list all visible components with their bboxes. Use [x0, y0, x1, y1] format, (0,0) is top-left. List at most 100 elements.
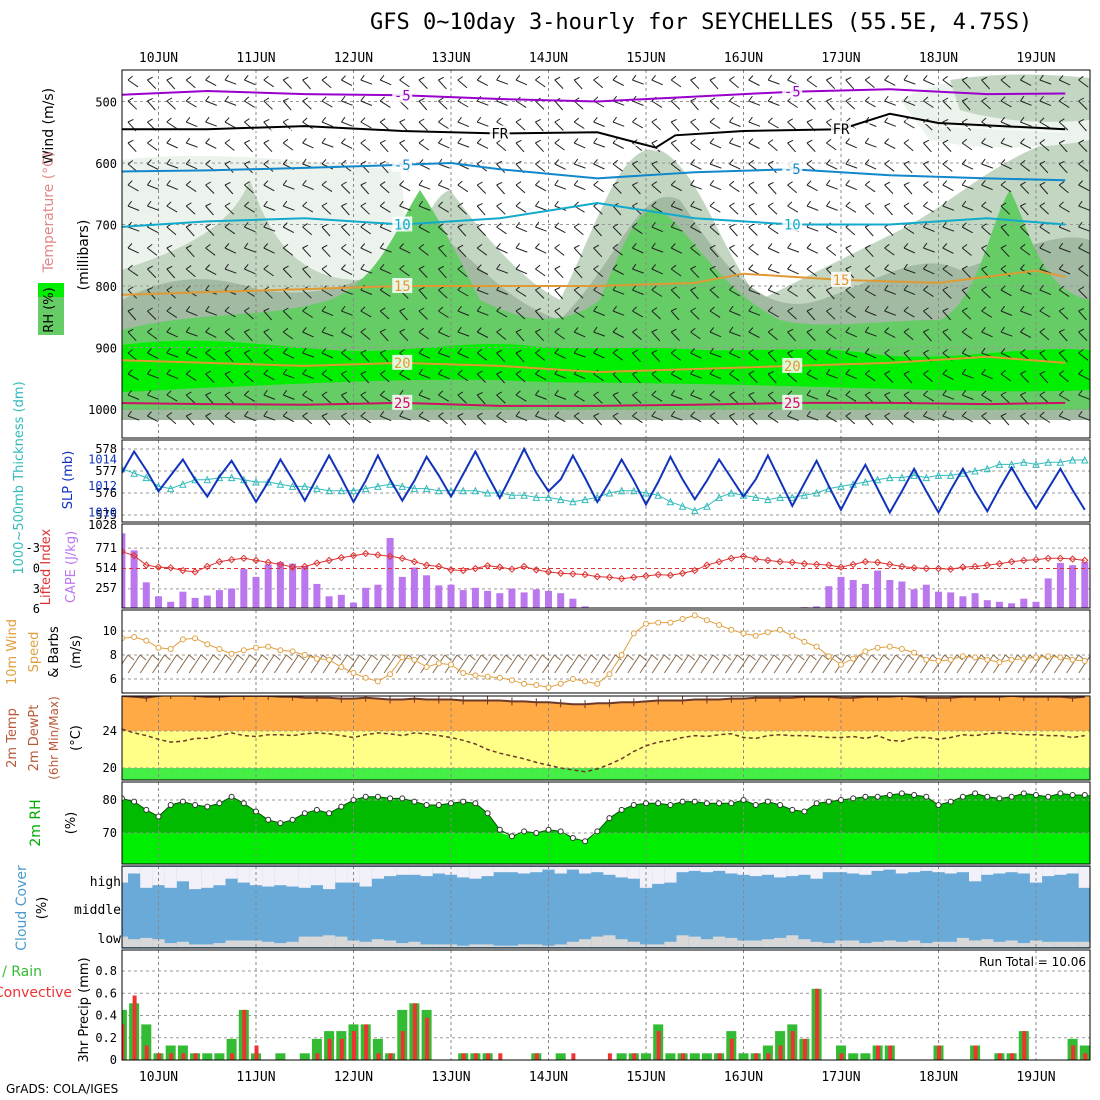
- wind-barb: [709, 226, 720, 236]
- cloud-low-cell: [591, 936, 604, 947]
- wind-barb: [884, 310, 896, 316]
- wind-barb-flag: [263, 369, 269, 375]
- wind-barb: [283, 373, 295, 379]
- wind-barb-flag: [263, 349, 269, 354]
- rh-point: [338, 803, 345, 810]
- precip-convective-bar: [632, 1053, 637, 1060]
- wind-barb: [263, 373, 275, 381]
- wind-barb: [185, 163, 198, 170]
- wind-barb-flag: [341, 243, 347, 249]
- wind-barb-flag: [127, 139, 134, 144]
- wind-barb: [360, 121, 372, 129]
- isotherm-line: [122, 112, 1066, 149]
- wind-barb-flag: [244, 349, 251, 354]
- wind-barb-flag: [496, 243, 501, 249]
- wind-barb-flag: [438, 412, 444, 417]
- wind-barb: [729, 121, 741, 127]
- wind-barb: [1020, 79, 1032, 86]
- rh-point: [435, 802, 442, 808]
- lifted-index-axis-label: Lifted Index: [39, 528, 54, 605]
- wind-barb-flag: [787, 264, 792, 270]
- wind-barb-flag: [903, 370, 910, 375]
- wind-barb-flag: [806, 328, 813, 333]
- wind-barb-flag: [942, 389, 947, 396]
- wind-barb: [263, 100, 273, 110]
- wind-barb: [554, 226, 566, 234]
- wind-barb: [476, 247, 488, 256]
- wind-barb-flag: [845, 390, 851, 396]
- wind-barb-flag: [224, 243, 230, 249]
- wind-barb: [806, 352, 817, 361]
- cloud-high-cell: [493, 867, 506, 873]
- wind-barb: [729, 352, 741, 359]
- wind-barb: [961, 163, 974, 170]
- thickness-point: [934, 471, 943, 479]
- wind-barb-flag: [573, 223, 580, 228]
- cloud-low-cell: [652, 944, 665, 947]
- precip-convective-bar: [425, 1017, 430, 1060]
- wind-speed-point: [350, 670, 357, 676]
- wind-barb-flag: [166, 244, 173, 249]
- wind-barb: [147, 79, 157, 89]
- lifted-index-point: [301, 562, 309, 571]
- wind-barb-flag: [1058, 307, 1065, 312]
- y-tick-label: 70: [103, 826, 117, 840]
- wind-barb-flag: [379, 201, 385, 207]
- wind-barb-flag: [457, 76, 463, 81]
- x-tick-label-top: 14JUN: [529, 51, 568, 66]
- stability-plot: [122, 524, 1090, 608]
- wind-barb: [845, 163, 858, 169]
- wind-speed-line: [122, 614, 1085, 688]
- thickness-point: [313, 484, 321, 493]
- wind-barb: [224, 142, 235, 151]
- wind-barb: [185, 352, 198, 359]
- wind-barb: [767, 142, 778, 152]
- wind-barb: [651, 226, 664, 233]
- wind-barb-flag: [612, 116, 617, 123]
- lifted-index-point: [1081, 556, 1089, 565]
- wind-barb-flag: [864, 137, 870, 144]
- wind-barb: [438, 373, 450, 380]
- temp-axis-label-4: (°C): [69, 725, 84, 751]
- wind-barb-flag: [1039, 391, 1046, 396]
- x-tick-label-top: 19JUN: [1016, 51, 1055, 66]
- wind-barb: [1020, 121, 1032, 127]
- wind-barb-flag: [438, 97, 444, 102]
- y-tick-label: 0.4: [95, 1009, 117, 1023]
- wind-barb-flag: [1020, 264, 1025, 270]
- wind-barb: [127, 268, 139, 277]
- wind-speed-point: [253, 644, 259, 651]
- wind-barb: [535, 100, 545, 110]
- y-tick-label: 900: [95, 342, 117, 356]
- wind-barb-flag: [1020, 223, 1026, 228]
- wind-barb: [884, 226, 894, 236]
- wind-barb: [573, 226, 584, 236]
- wind-barb: [903, 121, 915, 129]
- thickness-point: [1068, 455, 1077, 464]
- wind-barb: [310, 654, 324, 674]
- plot-background: [122, 950, 1090, 1060]
- wind-barb: [651, 205, 663, 213]
- wind-axis-label-3: & Barbs: [47, 626, 62, 678]
- temperature-frame: [121, 695, 1091, 781]
- wind-barb-flag: [457, 412, 464, 417]
- wind-barb: [690, 247, 701, 256]
- wind-barb-flag: [787, 349, 794, 354]
- lifted-index-point: [800, 560, 809, 568]
- wind-barb: [787, 373, 798, 383]
- wind-barb-flag: [1039, 370, 1046, 375]
- wind-barb-flag: [166, 179, 171, 186]
- lifted-index-point: [130, 551, 138, 560]
- wind-barb: [1058, 310, 1069, 320]
- wind-barb-flag: [302, 306, 308, 312]
- wind-barb-flag: [810, 654, 817, 661]
- thickness-point: [569, 497, 577, 506]
- wind-barb: [748, 352, 759, 361]
- wind-barb: [612, 226, 622, 236]
- isotherm-line: [122, 401, 1066, 407]
- wind-barb-flag: [961, 222, 967, 228]
- wind-barb-flag: [826, 244, 832, 249]
- wind-barb: [612, 184, 622, 194]
- wind-barb-flag: [185, 202, 192, 207]
- wind-barb-flag: [263, 328, 270, 333]
